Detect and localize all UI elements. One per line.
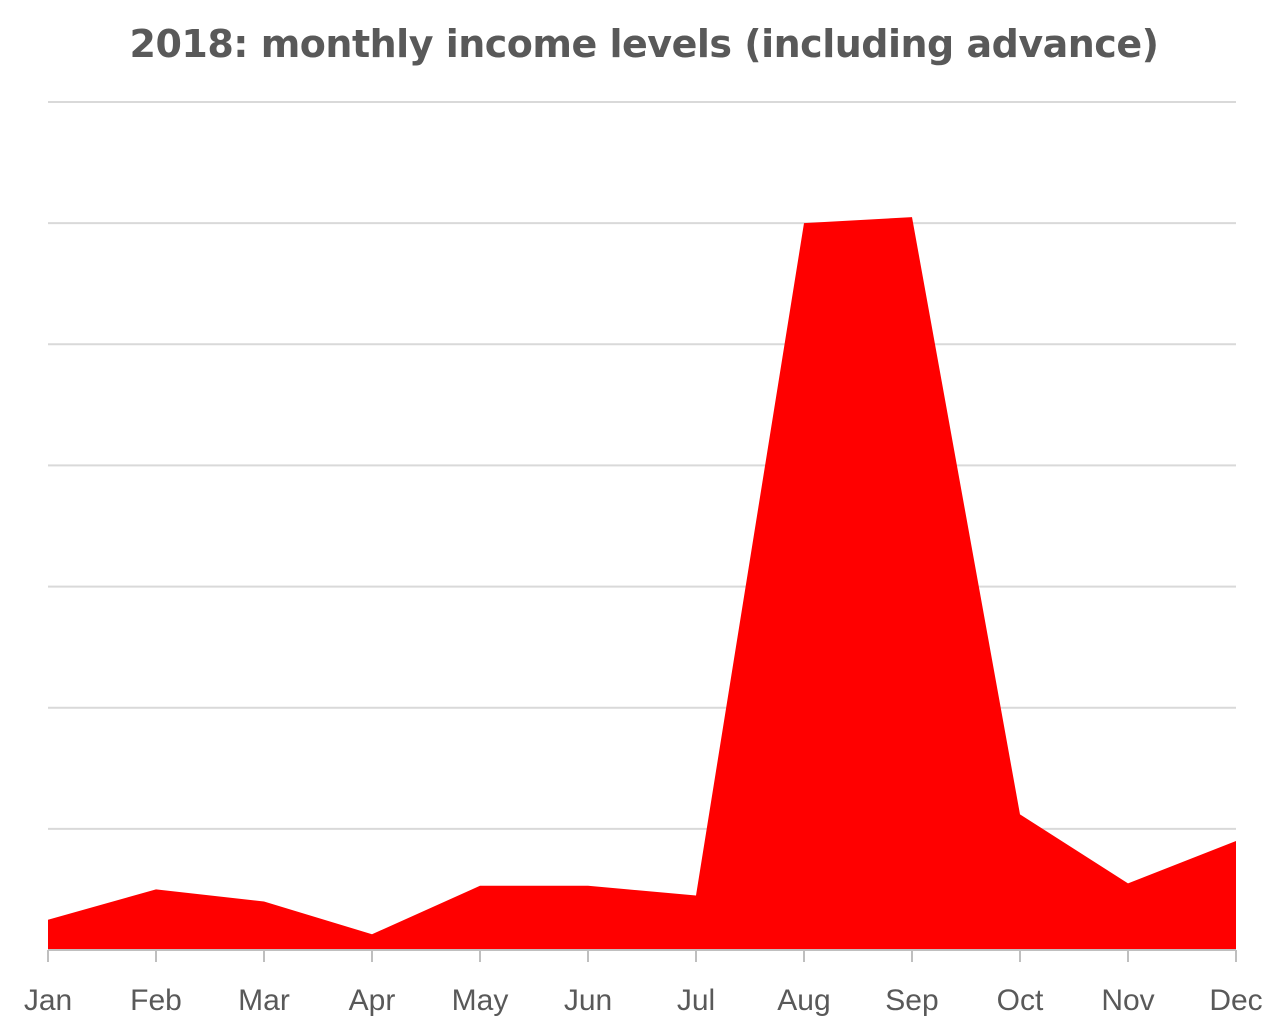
- x-tick-label-may: May: [452, 984, 509, 1017]
- x-axis: [47, 949, 1237, 962]
- x-tick-label-jul: Jul: [677, 984, 715, 1017]
- x-tick-label-feb: Feb: [130, 984, 182, 1017]
- x-tick-label-aug: Aug: [777, 984, 830, 1017]
- series-area-layer: [47, 217, 1237, 951]
- x-tick-label-mar: Mar: [238, 984, 290, 1017]
- x-tick-label-jan: Jan: [24, 984, 72, 1017]
- series-area: [48, 217, 1236, 951]
- x-tick-label-oct: Oct: [997, 984, 1044, 1017]
- chart-title: 2018: monthly income levels (including a…: [129, 22, 1159, 66]
- gridlines: [48, 101, 1236, 830]
- x-tick-label-nov: Nov: [1101, 984, 1154, 1017]
- x-tick-label-dec: Dec: [1209, 984, 1262, 1017]
- x-axis-tick-labels: Jan Feb Mar Apr May Jun Jul Aug Sep Oct Nov Dec: [24, 984, 1263, 1017]
- x-tick-label-sep: Sep: [885, 984, 938, 1017]
- x-tick-label-jun: Jun: [564, 984, 612, 1017]
- x-tick-label-apr: Apr: [349, 984, 396, 1017]
